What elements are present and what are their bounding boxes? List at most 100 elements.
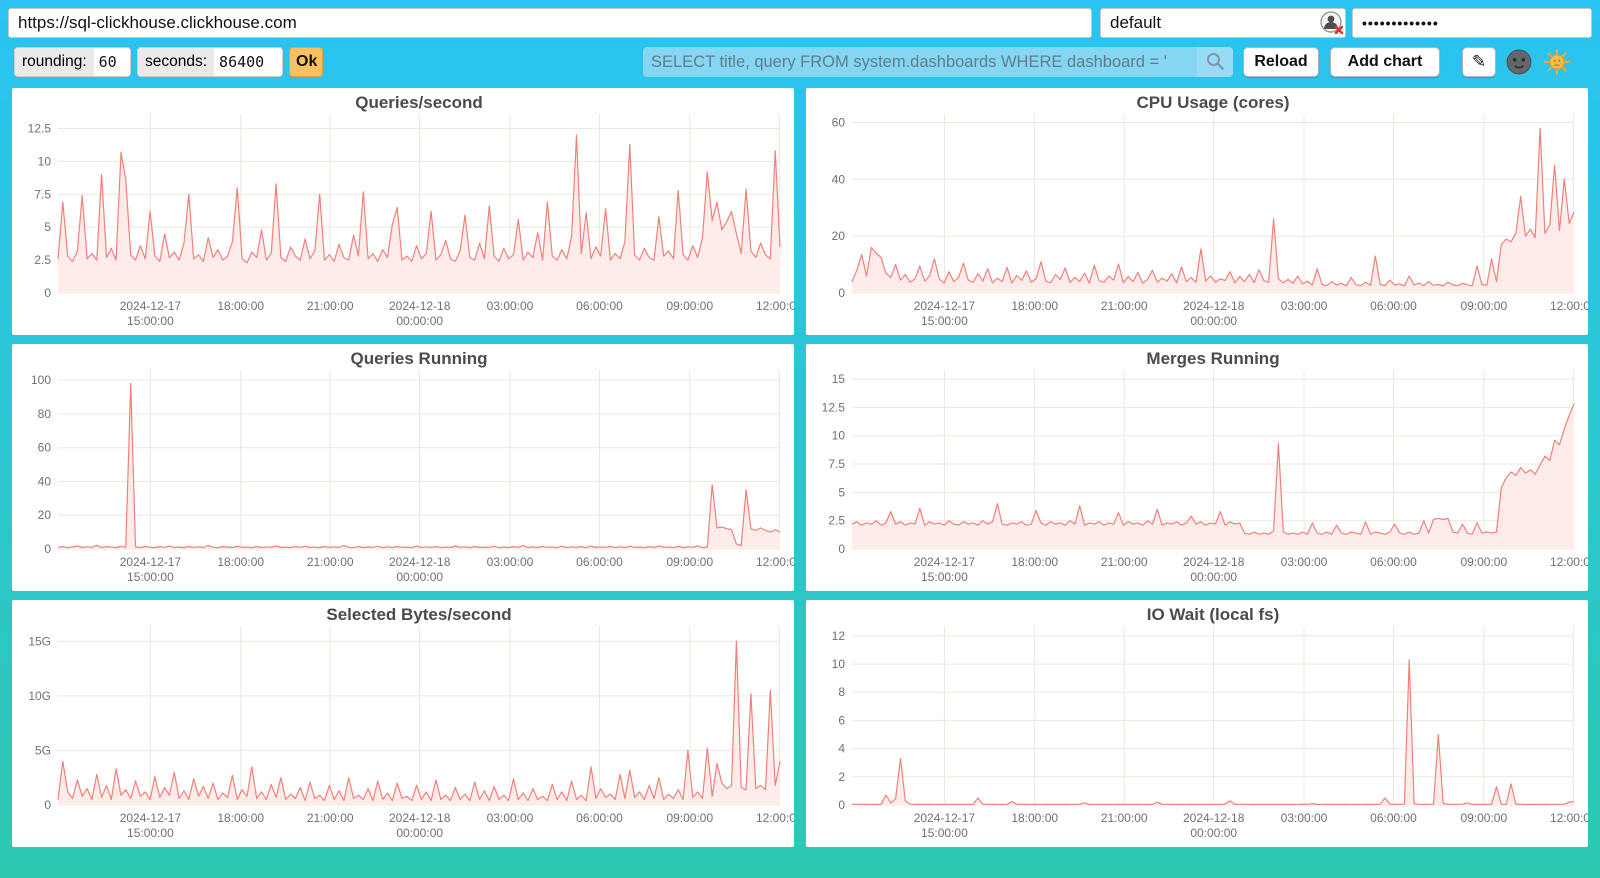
svg-text:7.5: 7.5 (828, 457, 845, 471)
svg-text:18:00:00: 18:00:00 (1011, 555, 1058, 569)
svg-text:21:00:00: 21:00:00 (307, 555, 354, 569)
svg-text:21:00:00: 21:00:00 (1101, 811, 1148, 825)
svg-text:12: 12 (832, 629, 846, 643)
svg-text:40: 40 (38, 475, 52, 489)
svg-text:2.5: 2.5 (828, 514, 845, 528)
svg-text:12:00:00: 12:00:00 (756, 299, 794, 313)
svg-text:21:00:00: 21:00:00 (1101, 555, 1148, 569)
user-input[interactable] (1100, 8, 1346, 38)
svg-text:03:00:00: 03:00:00 (487, 555, 534, 569)
svg-text:40: 40 (832, 172, 846, 186)
svg-text:2024-12-18: 2024-12-18 (389, 811, 451, 825)
svg-text:10G: 10G (28, 689, 51, 703)
sun-face-icon (1543, 48, 1571, 78)
svg-text:00:00:00: 00:00:00 (1190, 570, 1237, 584)
svg-text:03:00:00: 03:00:00 (487, 299, 534, 313)
seconds-input[interactable] (214, 48, 282, 76)
svg-text:18:00:00: 18:00:00 (217, 555, 264, 569)
svg-text:80: 80 (38, 407, 52, 421)
svg-text:00:00:00: 00:00:00 (1190, 314, 1237, 328)
svg-text:15:00:00: 15:00:00 (921, 570, 968, 584)
svg-text:12.5: 12.5 (28, 122, 52, 136)
svg-text:12:00:00: 12:00:00 (1550, 811, 1588, 825)
svg-text:2024-12-17: 2024-12-17 (914, 811, 976, 825)
url-input[interactable] (8, 8, 1092, 38)
charts-grid: Queries/second 0 2.5 5 7.5 10 12.5 2024-12-17 1… (0, 77, 1600, 847)
svg-text:7.5: 7.5 (34, 187, 51, 201)
svg-text:09:00:00: 09:00:00 (1460, 299, 1507, 313)
svg-text:15:00:00: 15:00:00 (921, 826, 968, 840)
svg-text:18:00:00: 18:00:00 (1011, 299, 1058, 313)
svg-text:15:00:00: 15:00:00 (127, 570, 174, 584)
search-icon (1205, 51, 1225, 74)
rounding-label: rounding: (15, 48, 94, 76)
svg-text:06:00:00: 06:00:00 (576, 299, 623, 313)
dark-theme-toggle[interactable] (1506, 49, 1532, 75)
svg-text:21:00:00: 21:00:00 (307, 299, 354, 313)
chart-card-queries-running: Queries Running 0 20 40 60 80 100 2024-12-17 15… (12, 344, 794, 591)
svg-text:4: 4 (838, 742, 845, 756)
svg-text:06:00:00: 06:00:00 (576, 555, 623, 569)
svg-text:2024-12-17: 2024-12-17 (914, 299, 976, 313)
search-button[interactable] (1197, 47, 1233, 77)
svg-text:03:00:00: 03:00:00 (487, 811, 534, 825)
svg-text:2024-12-18: 2024-12-18 (389, 299, 451, 313)
svg-text:00:00:00: 00:00:00 (1190, 826, 1237, 840)
rounding-input[interactable] (93, 48, 130, 76)
svg-text:06:00:00: 06:00:00 (576, 811, 623, 825)
svg-text:2024-12-18: 2024-12-18 (1183, 555, 1245, 569)
chart-card-queries-per-second: Queries/second 0 2.5 5 7.5 10 12.5 2024-12-17 1… (12, 88, 794, 335)
seconds-field: seconds: (137, 47, 283, 77)
svg-text:18:00:00: 18:00:00 (217, 811, 264, 825)
edit-button[interactable]: ✎ (1462, 47, 1496, 77)
svg-text:5G: 5G (35, 743, 51, 757)
svg-text:60: 60 (832, 116, 846, 130)
svg-text:2.5: 2.5 (34, 253, 51, 267)
rounding-field: rounding: (14, 47, 131, 77)
svg-text:100: 100 (31, 373, 51, 387)
reload-button[interactable]: Reload (1243, 47, 1319, 77)
svg-text:6: 6 (838, 713, 845, 727)
add-chart-button[interactable]: Add chart (1330, 47, 1440, 77)
ok-button[interactable]: Ok (289, 47, 323, 77)
light-theme-toggle[interactable] (1543, 48, 1571, 78)
password-input[interactable] (1352, 8, 1592, 38)
svg-text:12:00:00: 12:00:00 (756, 555, 794, 569)
svg-text:09:00:00: 09:00:00 (1460, 811, 1507, 825)
svg-text:12:00:00: 12:00:00 (756, 811, 794, 825)
svg-text:06:00:00: 06:00:00 (1370, 555, 1417, 569)
svg-text:15:00:00: 15:00:00 (127, 314, 174, 328)
svg-text:20: 20 (832, 229, 846, 243)
connection-bar (0, 8, 1600, 38)
svg-text:18:00:00: 18:00:00 (1011, 811, 1058, 825)
svg-text:2024-12-17: 2024-12-17 (914, 555, 976, 569)
svg-text:15: 15 (832, 372, 846, 386)
svg-text:06:00:00: 06:00:00 (1370, 299, 1417, 313)
svg-text:03:00:00: 03:00:00 (1281, 811, 1328, 825)
svg-text:60: 60 (38, 441, 52, 455)
svg-text:5: 5 (44, 220, 51, 234)
svg-text:0: 0 (44, 286, 51, 300)
svg-text:12:00:00: 12:00:00 (1550, 555, 1588, 569)
chart-card-io-wait: IO Wait (local fs) 0 2 4 6 8 10 12 2024-12-17 15… (806, 600, 1588, 847)
dashboard-search-input[interactable] (643, 47, 1197, 77)
controls-bar: rounding: seconds: Ok Reload Add chart ✎ (0, 47, 1600, 77)
svg-text:2024-12-18: 2024-12-18 (1183, 299, 1245, 313)
svg-text:20: 20 (38, 508, 52, 522)
svg-text:09:00:00: 09:00:00 (1460, 555, 1507, 569)
dashboard-search-group (643, 47, 1233, 77)
svg-text:0: 0 (838, 798, 845, 812)
svg-text:2024-12-17: 2024-12-17 (120, 811, 182, 825)
svg-text:09:00:00: 09:00:00 (666, 555, 713, 569)
svg-text:12.5: 12.5 (822, 400, 846, 414)
chart-card-selected-bytes: Selected Bytes/second 0 5G 10G 15G 2024-12-1… (12, 600, 794, 847)
svg-text:00:00:00: 00:00:00 (396, 314, 443, 328)
svg-text:06:00:00: 06:00:00 (1370, 811, 1417, 825)
svg-text:0: 0 (44, 542, 51, 556)
